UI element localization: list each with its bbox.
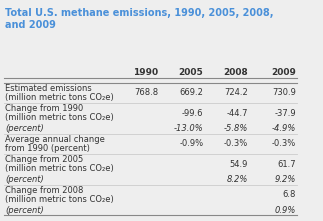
Text: -13.0%: -13.0%	[173, 124, 203, 133]
Text: 2008: 2008	[223, 68, 248, 77]
Text: Change from 1990: Change from 1990	[5, 104, 83, 113]
Text: (percent): (percent)	[5, 124, 44, 133]
Text: 54.9: 54.9	[230, 160, 248, 169]
Text: 6.8: 6.8	[283, 190, 296, 199]
Text: (million metric tons CO₂e): (million metric tons CO₂e)	[5, 195, 114, 204]
Text: (million metric tons CO₂e): (million metric tons CO₂e)	[5, 164, 114, 173]
Text: Average annual change: Average annual change	[5, 135, 105, 144]
Text: 1990: 1990	[133, 68, 158, 77]
Text: (percent): (percent)	[5, 206, 44, 215]
Text: (million metric tons CO₂e): (million metric tons CO₂e)	[5, 113, 114, 122]
Text: Change from 2005: Change from 2005	[5, 155, 83, 164]
Text: 61.7: 61.7	[277, 160, 296, 169]
Text: Change from 2008: Change from 2008	[5, 186, 83, 195]
Text: 724.2: 724.2	[224, 88, 248, 97]
Text: 2005: 2005	[179, 68, 203, 77]
Text: (million metric tons CO₂e): (million metric tons CO₂e)	[5, 93, 114, 102]
Text: -5.8%: -5.8%	[224, 124, 248, 133]
Text: 8.2%: 8.2%	[227, 175, 248, 184]
Text: from 1990 (percent): from 1990 (percent)	[5, 144, 90, 153]
Text: Total U.S. methane emissions, 1990, 2005, 2008,
and 2009: Total U.S. methane emissions, 1990, 2005…	[5, 8, 274, 30]
Text: -0.9%: -0.9%	[179, 139, 203, 148]
Text: 9.2%: 9.2%	[275, 175, 296, 184]
Text: -99.6: -99.6	[182, 109, 203, 118]
Text: 2009: 2009	[271, 68, 296, 77]
Text: -0.3%: -0.3%	[272, 139, 296, 148]
Text: Estimated emissions: Estimated emissions	[5, 84, 92, 93]
Text: -37.9: -37.9	[274, 109, 296, 118]
Text: 669.2: 669.2	[179, 88, 203, 97]
Text: 0.9%: 0.9%	[275, 206, 296, 215]
Text: -4.9%: -4.9%	[272, 124, 296, 133]
Text: 768.8: 768.8	[134, 88, 158, 97]
Text: -44.7: -44.7	[227, 109, 248, 118]
Text: -0.3%: -0.3%	[224, 139, 248, 148]
Text: 730.9: 730.9	[272, 88, 296, 97]
Text: (percent): (percent)	[5, 175, 44, 184]
